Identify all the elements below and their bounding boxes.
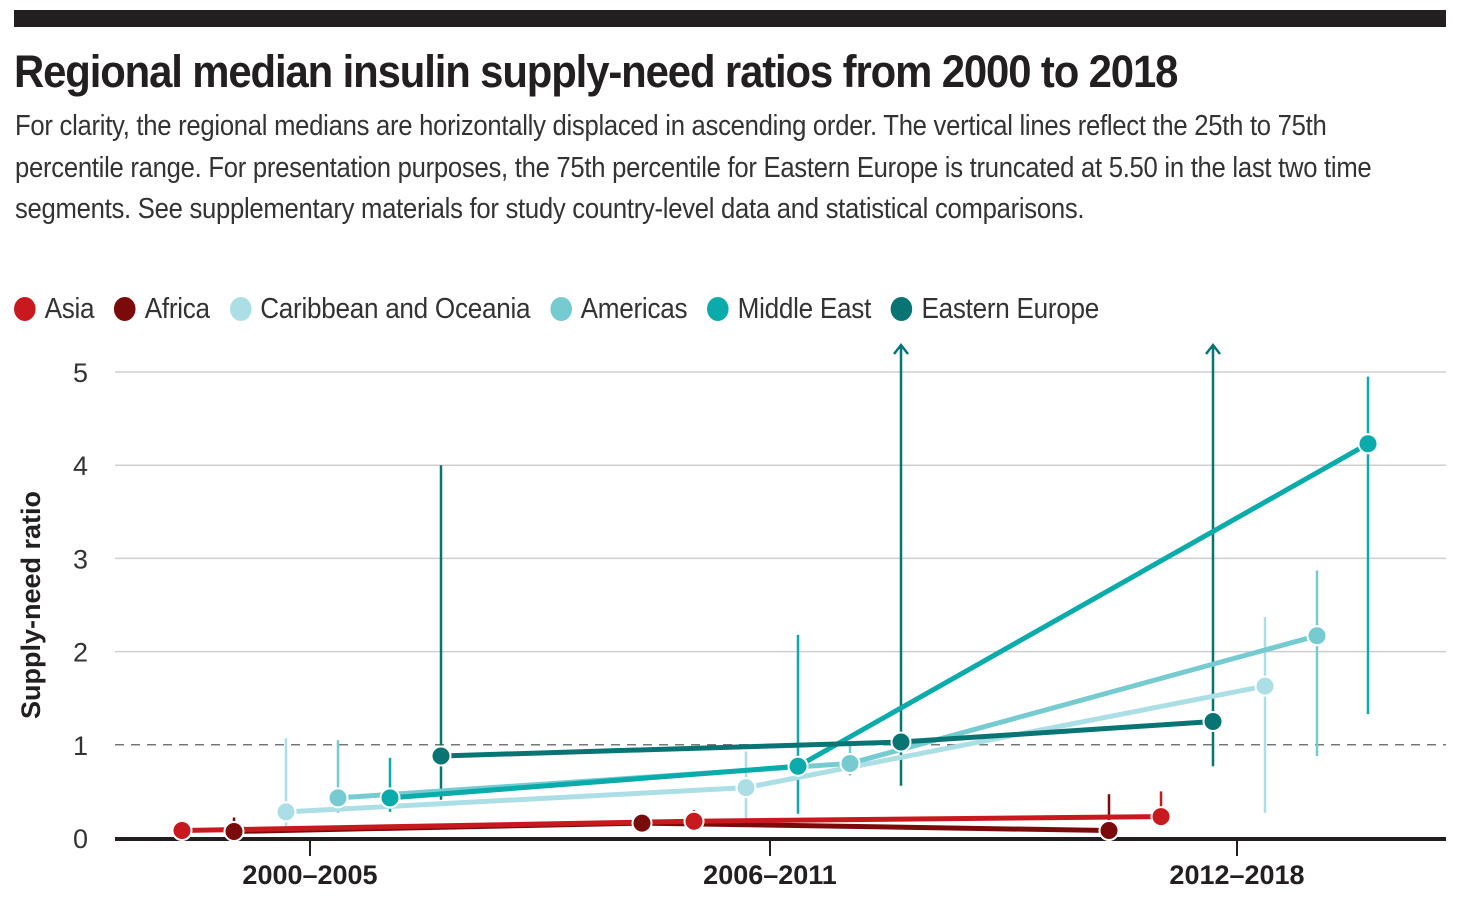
median-point-africa — [1098, 820, 1120, 842]
legend-item-caribbean-oceania: Caribbean and Oceania — [229, 292, 531, 326]
legend-item-asia: Asia — [14, 292, 95, 326]
legend-item-africa: Africa — [114, 293, 210, 326]
legend-swatch-middle-east — [707, 297, 729, 321]
legend-swatch-americas — [550, 297, 572, 321]
median-point-africa — [631, 812, 653, 834]
median-point-caribbean-and-oceania — [735, 777, 757, 799]
x-axis: 2000–2005 2006–2011 2012–2018 — [115, 837, 1446, 890]
legend-item-middle-east: Middle East — [707, 293, 871, 326]
legend: Asia Africa Caribbean and Oceania Americ… — [14, 290, 1119, 328]
median-point-middle-east — [787, 755, 809, 777]
median-point-asia — [171, 820, 193, 842]
median-point-americas — [327, 787, 349, 809]
legend-swatch-caribbean-oceania — [229, 297, 252, 321]
median-point-eastern-europe — [1202, 711, 1224, 732]
median-point-americas — [1306, 625, 1328, 647]
chart-subtitle: For clarity, the regional medians are ho… — [15, 110, 1372, 225]
median-point-caribbean-and-oceania — [275, 801, 297, 823]
median-point-caribbean-and-oceania — [1254, 675, 1276, 697]
legend-item-eastern-europe: Eastern Europe — [890, 292, 1100, 326]
chart-title: Regional median insulin supply-need rati… — [14, 46, 1178, 97]
median-point-asia — [683, 810, 705, 832]
median-point-middle-east — [1357, 433, 1379, 455]
legend-label: Americas — [580, 292, 688, 325]
y-tick-label: 4 — [73, 451, 88, 481]
median-point-eastern-europe — [890, 731, 912, 753]
median-point-africa — [223, 820, 245, 842]
y-tick-label: 1 — [73, 731, 88, 761]
legend-swatch-asia — [14, 297, 36, 321]
y-tick-labels: 0 1 2 3 4 5 — [73, 358, 88, 854]
legend-item-americas: Americas — [550, 292, 688, 326]
legend-swatch-eastern-europe — [890, 297, 913, 321]
legend-label: Africa — [144, 292, 210, 325]
top-rule — [14, 10, 1446, 27]
legend-label: Eastern Europe — [921, 292, 1100, 325]
gridlines — [115, 371, 1446, 746]
legend-label: Caribbean and Oceania — [260, 292, 531, 325]
truncation-arrow-icon — [1205, 342, 1221, 355]
series-line-eastern-europe — [900, 719, 1214, 745]
series-line-middle-east — [389, 763, 799, 801]
truncation-arrow-icon — [893, 342, 909, 355]
x-tick-label: 2012–2018 — [1169, 860, 1304, 890]
x-tick-label: 2000–2005 — [242, 860, 377, 890]
series-lines — [181, 441, 1370, 834]
series-line-asia — [181, 818, 695, 834]
median-point-asia — [1150, 806, 1172, 828]
median-point-americas — [839, 752, 861, 774]
legend-label: Asia — [44, 292, 95, 325]
median-point-eastern-europe — [430, 745, 452, 767]
median-points — [171, 433, 1379, 842]
series-line-caribbean-and-oceania — [285, 785, 747, 815]
legend-swatch-africa — [114, 297, 136, 321]
series-line-middle-east — [796, 441, 1370, 769]
series-line-eastern-europe — [440, 739, 902, 759]
legend-label: Middle East — [737, 292, 872, 325]
y-tick-label: 2 — [73, 638, 88, 668]
median-point-middle-east — [379, 787, 401, 809]
y-tick-label: 5 — [73, 358, 88, 388]
y-axis-title: Supply-need ratio — [16, 491, 46, 719]
x-tick-label: 2006–2011 — [703, 860, 837, 890]
series-line-asia — [693, 814, 1162, 824]
series-line-africa — [641, 820, 1110, 834]
y-tick-label: 0 — [73, 824, 88, 854]
y-tick-label: 3 — [73, 544, 88, 574]
